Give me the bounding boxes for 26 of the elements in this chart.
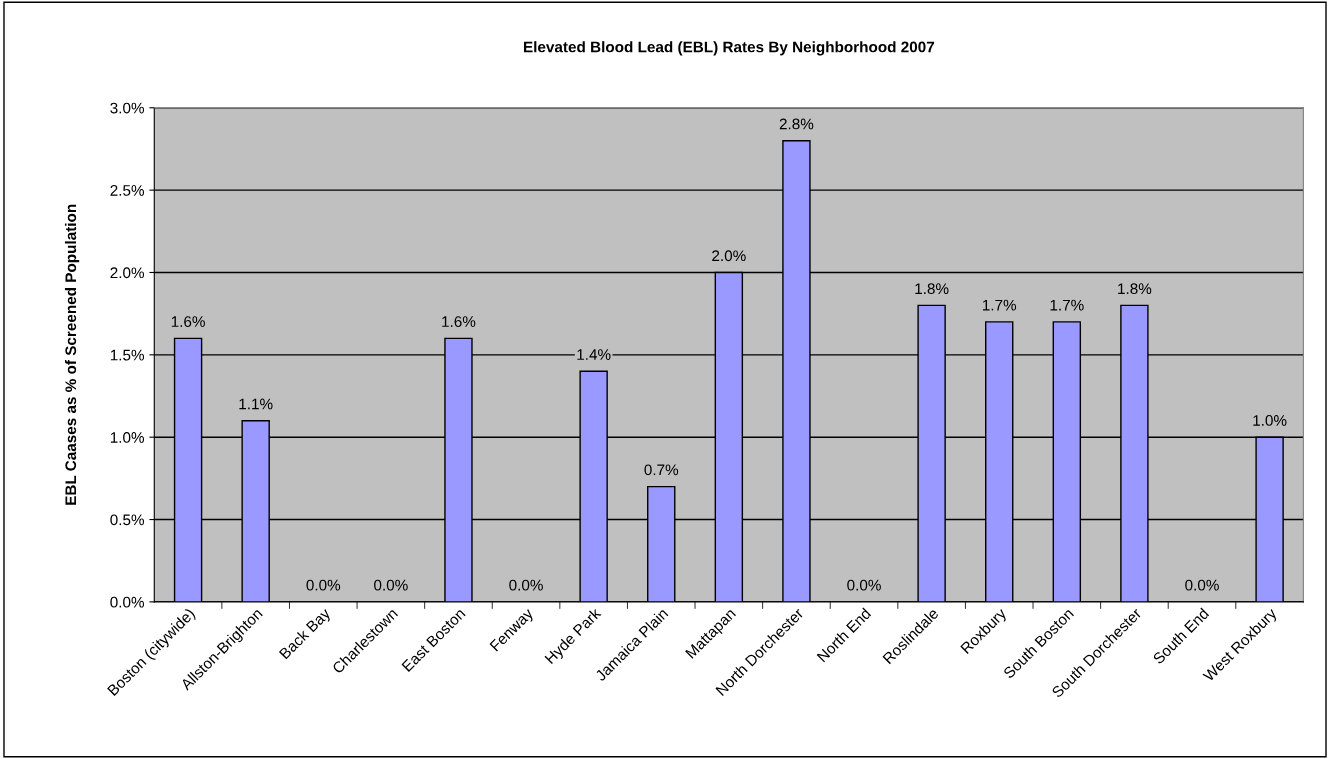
data-label: 1.6% — [442, 316, 476, 328]
data-label: 1.6% — [171, 316, 205, 328]
data-label: 0.0% — [306, 579, 341, 591]
y-tick-label: 0.0% — [110, 596, 145, 608]
data-label: 0.0% — [847, 579, 881, 591]
chart-title: Elevated Blood Lead (EBL) Rates By Neighborhood 2007 — [524, 41, 935, 56]
data-label: 0.0% — [509, 579, 543, 591]
y-tick-label: 2.5% — [110, 185, 145, 196]
data-label: 0.0% — [374, 579, 408, 591]
data-label: 0.7% — [644, 464, 679, 476]
data-label: 2.8% — [779, 118, 814, 130]
data-label: 1.8% — [915, 283, 949, 295]
data-label: 1.4% — [577, 349, 611, 360]
y-tick-label: 3.0% — [110, 102, 145, 114]
data-label: 1.0% — [1253, 415, 1287, 426]
y-tick-label: 0.5% — [110, 514, 145, 526]
data-label: 1.7% — [1050, 299, 1084, 311]
data-label: 1.7% — [982, 299, 1017, 311]
y-tick-label: 1.5% — [110, 349, 145, 361]
y-tick-label: 1.0% — [110, 432, 145, 443]
data-label: 0.0% — [1185, 579, 1219, 591]
y-tick-label: 2.0% — [110, 267, 145, 279]
y-axis-title: EBL Caases as % of Screened Population — [64, 204, 80, 505]
data-label: 1.1% — [239, 398, 273, 410]
data-label: 2.0% — [712, 250, 746, 262]
data-label: 1.8% — [1118, 283, 1152, 295]
